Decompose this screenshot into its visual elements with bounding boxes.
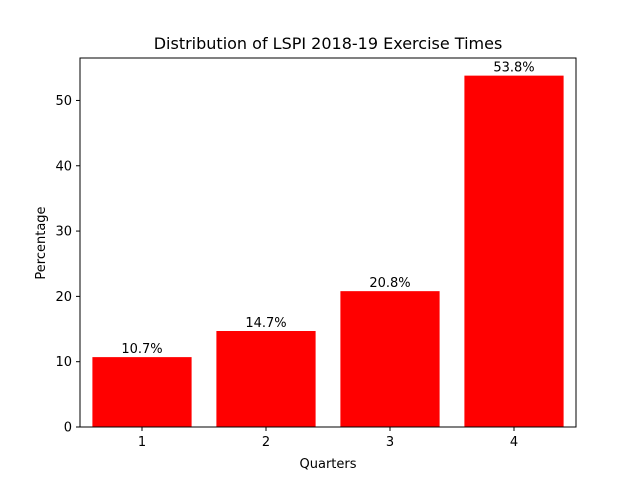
bar-4 — [464, 75, 564, 427]
x-tick-label-4: 4 — [510, 435, 518, 450]
x-tick-label-3: 3 — [386, 435, 394, 450]
x-axis-label: Quarters — [300, 457, 357, 472]
y-tick-label-30: 30 — [55, 225, 72, 240]
x-axis-ticks: 1 2 3 4 — [138, 427, 518, 450]
chart-title: Distribution of LSPI 2018-19 Exercise Ti… — [154, 34, 503, 53]
y-axis-ticks: 0 10 20 30 40 50 — [55, 94, 80, 436]
plot-area-frame — [79, 57, 577, 428]
x-tick-label-2: 2 — [262, 435, 270, 450]
bar-3 — [340, 291, 440, 427]
y-tick-label-50: 50 — [55, 94, 72, 109]
x-tick-label-1: 1 — [138, 435, 146, 450]
bar-value-label-2: 14.7% — [245, 316, 286, 331]
y-axis-label: Percentage — [34, 206, 49, 279]
bar-value-label-4: 53.8% — [493, 61, 534, 76]
bar-2 — [216, 330, 316, 427]
bar-1 — [92, 357, 192, 427]
y-tick-label-0: 0 — [64, 421, 72, 436]
bar-value-label-3: 20.8% — [369, 276, 410, 291]
bars-layer — [92, 75, 564, 427]
y-tick-label-40: 40 — [55, 159, 72, 174]
value-labels-layer: 10.7% 14.7% 20.8% 53.8% — [121, 61, 534, 357]
y-tick-label-20: 20 — [55, 290, 72, 305]
bar-value-label-1: 10.7% — [121, 342, 162, 357]
y-tick-label-10: 10 — [55, 355, 72, 370]
